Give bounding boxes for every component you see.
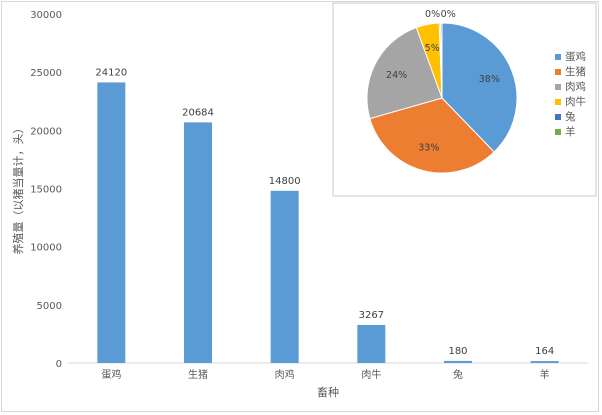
legend-swatch: [555, 54, 561, 60]
y-tick-label: 20000: [30, 126, 62, 137]
legend-swatch: [555, 129, 561, 135]
pie-slices: [366, 22, 518, 174]
bar-series: [97, 82, 559, 364]
bar-data-label: 14800: [269, 176, 301, 187]
pie-percent-label: 0%: [441, 9, 456, 20]
bar: [357, 324, 386, 363]
x-axis-ticks: 蛋鸡 生猪 肉鸡 肉牛 兔 羊: [101, 368, 549, 381]
y-tick-label: 0: [56, 359, 62, 370]
bar-data-label: 164: [535, 346, 554, 357]
x-tick-label: 蛋鸡: [101, 368, 121, 381]
pie-slice: [441, 22, 518, 153]
pie-percent-label: 38%: [479, 74, 500, 85]
legend-label: 生猪: [565, 65, 586, 78]
bar-data-label: 3267: [359, 310, 384, 321]
pie-slice: [440, 22, 443, 99]
pie-percent-label: 24%: [386, 70, 407, 81]
y-tick-label: 10000: [30, 243, 62, 254]
x-tick-label: 羊: [540, 368, 550, 381]
pie-percent-label: 0%: [425, 9, 440, 20]
bar: [97, 82, 126, 364]
x-tick-label: 肉鸡: [275, 368, 295, 381]
y-tick-label: 30000: [30, 10, 62, 21]
x-axis-title: 畜种: [317, 385, 339, 399]
legend-label: 肉牛: [565, 95, 586, 108]
pie-percent-label: 33%: [418, 142, 439, 153]
bar-data-label: 24120: [95, 67, 127, 78]
legend-label: 兔: [565, 110, 576, 123]
legend-label: 羊: [565, 125, 576, 138]
x-tick-label: 兔: [453, 368, 463, 381]
pie-slice: [369, 97, 495, 174]
x-tick-label: 肉牛: [361, 368, 381, 381]
y-axis-ticks: 0 5000 10000 15000 20000 25000 30000: [30, 10, 62, 370]
legend-label: 肉鸡: [565, 80, 586, 93]
legend-label: 蛋鸡: [565, 50, 586, 63]
y-tick-label: 25000: [30, 68, 62, 79]
pie-percent-labels: 38% 33% 24% 5% 0% 0%: [386, 9, 500, 153]
bar: [270, 190, 299, 363]
bar-data-labels: 24120 20684 14800 3267 180 164: [95, 67, 554, 357]
y-axis-title: 养殖量（以猪当量计，头）: [11, 123, 25, 255]
bar: [530, 361, 559, 363]
pie-percent-label: 5%: [425, 43, 440, 54]
legend-swatch: [555, 84, 561, 90]
bar: [184, 122, 212, 364]
bar: [444, 360, 472, 363]
pie-slice: [366, 26, 443, 120]
legend-swatch: [555, 69, 561, 75]
y-tick-label: 5000: [37, 301, 62, 312]
legend-swatch: [555, 99, 561, 105]
bar-data-label: 180: [448, 346, 467, 357]
y-tick-label: 15000: [30, 185, 62, 196]
x-tick-label: 生猪: [188, 368, 208, 381]
legend-swatch: [555, 114, 561, 120]
bar-data-label: 20684: [182, 107, 214, 118]
